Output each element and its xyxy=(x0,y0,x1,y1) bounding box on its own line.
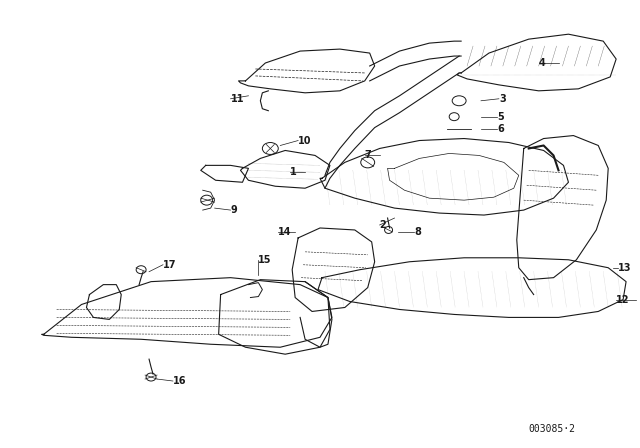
Text: 1: 1 xyxy=(290,167,297,177)
Text: 4: 4 xyxy=(539,58,545,68)
Text: 003085·2: 003085·2 xyxy=(529,424,576,434)
Text: 14: 14 xyxy=(278,227,292,237)
Text: 5: 5 xyxy=(497,112,504,122)
Text: 13: 13 xyxy=(618,263,632,273)
Text: 11: 11 xyxy=(230,94,244,104)
Text: 12: 12 xyxy=(616,294,630,305)
Text: 10: 10 xyxy=(298,136,312,146)
Text: 17: 17 xyxy=(163,260,177,270)
Text: 16: 16 xyxy=(173,376,186,386)
Text: 6: 6 xyxy=(497,124,504,134)
Text: 7: 7 xyxy=(365,151,371,160)
Text: 2: 2 xyxy=(380,220,387,230)
Text: 15: 15 xyxy=(259,255,272,265)
Text: 8: 8 xyxy=(415,227,421,237)
Text: 3: 3 xyxy=(499,94,506,104)
Text: 9: 9 xyxy=(230,205,237,215)
